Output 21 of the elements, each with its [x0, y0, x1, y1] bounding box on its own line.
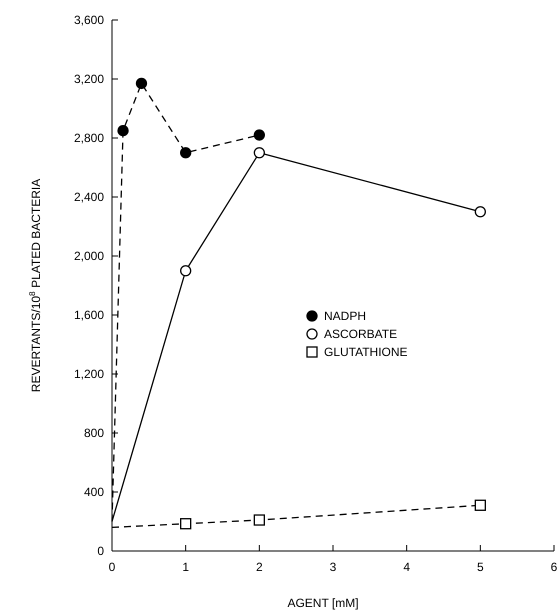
- y-tick-label: 3,600: [74, 13, 104, 28]
- x-axis-title: AGENT [mM]: [287, 596, 359, 610]
- y-tick-label: 2,000: [74, 249, 104, 264]
- x-tick-label: 2: [256, 560, 263, 574]
- x-tick-label: 5: [476, 560, 484, 574]
- y-tick-label: 800: [84, 426, 104, 440]
- y-tick-label: 1,200: [74, 367, 104, 382]
- legend-label: ASCORBATE: [324, 327, 398, 342]
- legend-label: GLUTATHIONE: [324, 345, 408, 360]
- y-tick-label: 2,800: [74, 131, 104, 146]
- x-tick-label: 4: [403, 560, 410, 574]
- x-tick-label: 0: [108, 560, 116, 574]
- y-tick-label: 0: [97, 544, 104, 558]
- x-tick-label: 6: [550, 560, 558, 574]
- y-tick-label: 3,200: [74, 72, 104, 86]
- x-tick-label: 1: [182, 560, 190, 574]
- x-tick-label: 3: [330, 560, 337, 574]
- y-tick-label: 1,600: [74, 308, 104, 322]
- legend-label: NADPH: [324, 309, 366, 324]
- y-tick-label: 400: [84, 485, 104, 500]
- y-tick-label: 2,400: [74, 190, 104, 204]
